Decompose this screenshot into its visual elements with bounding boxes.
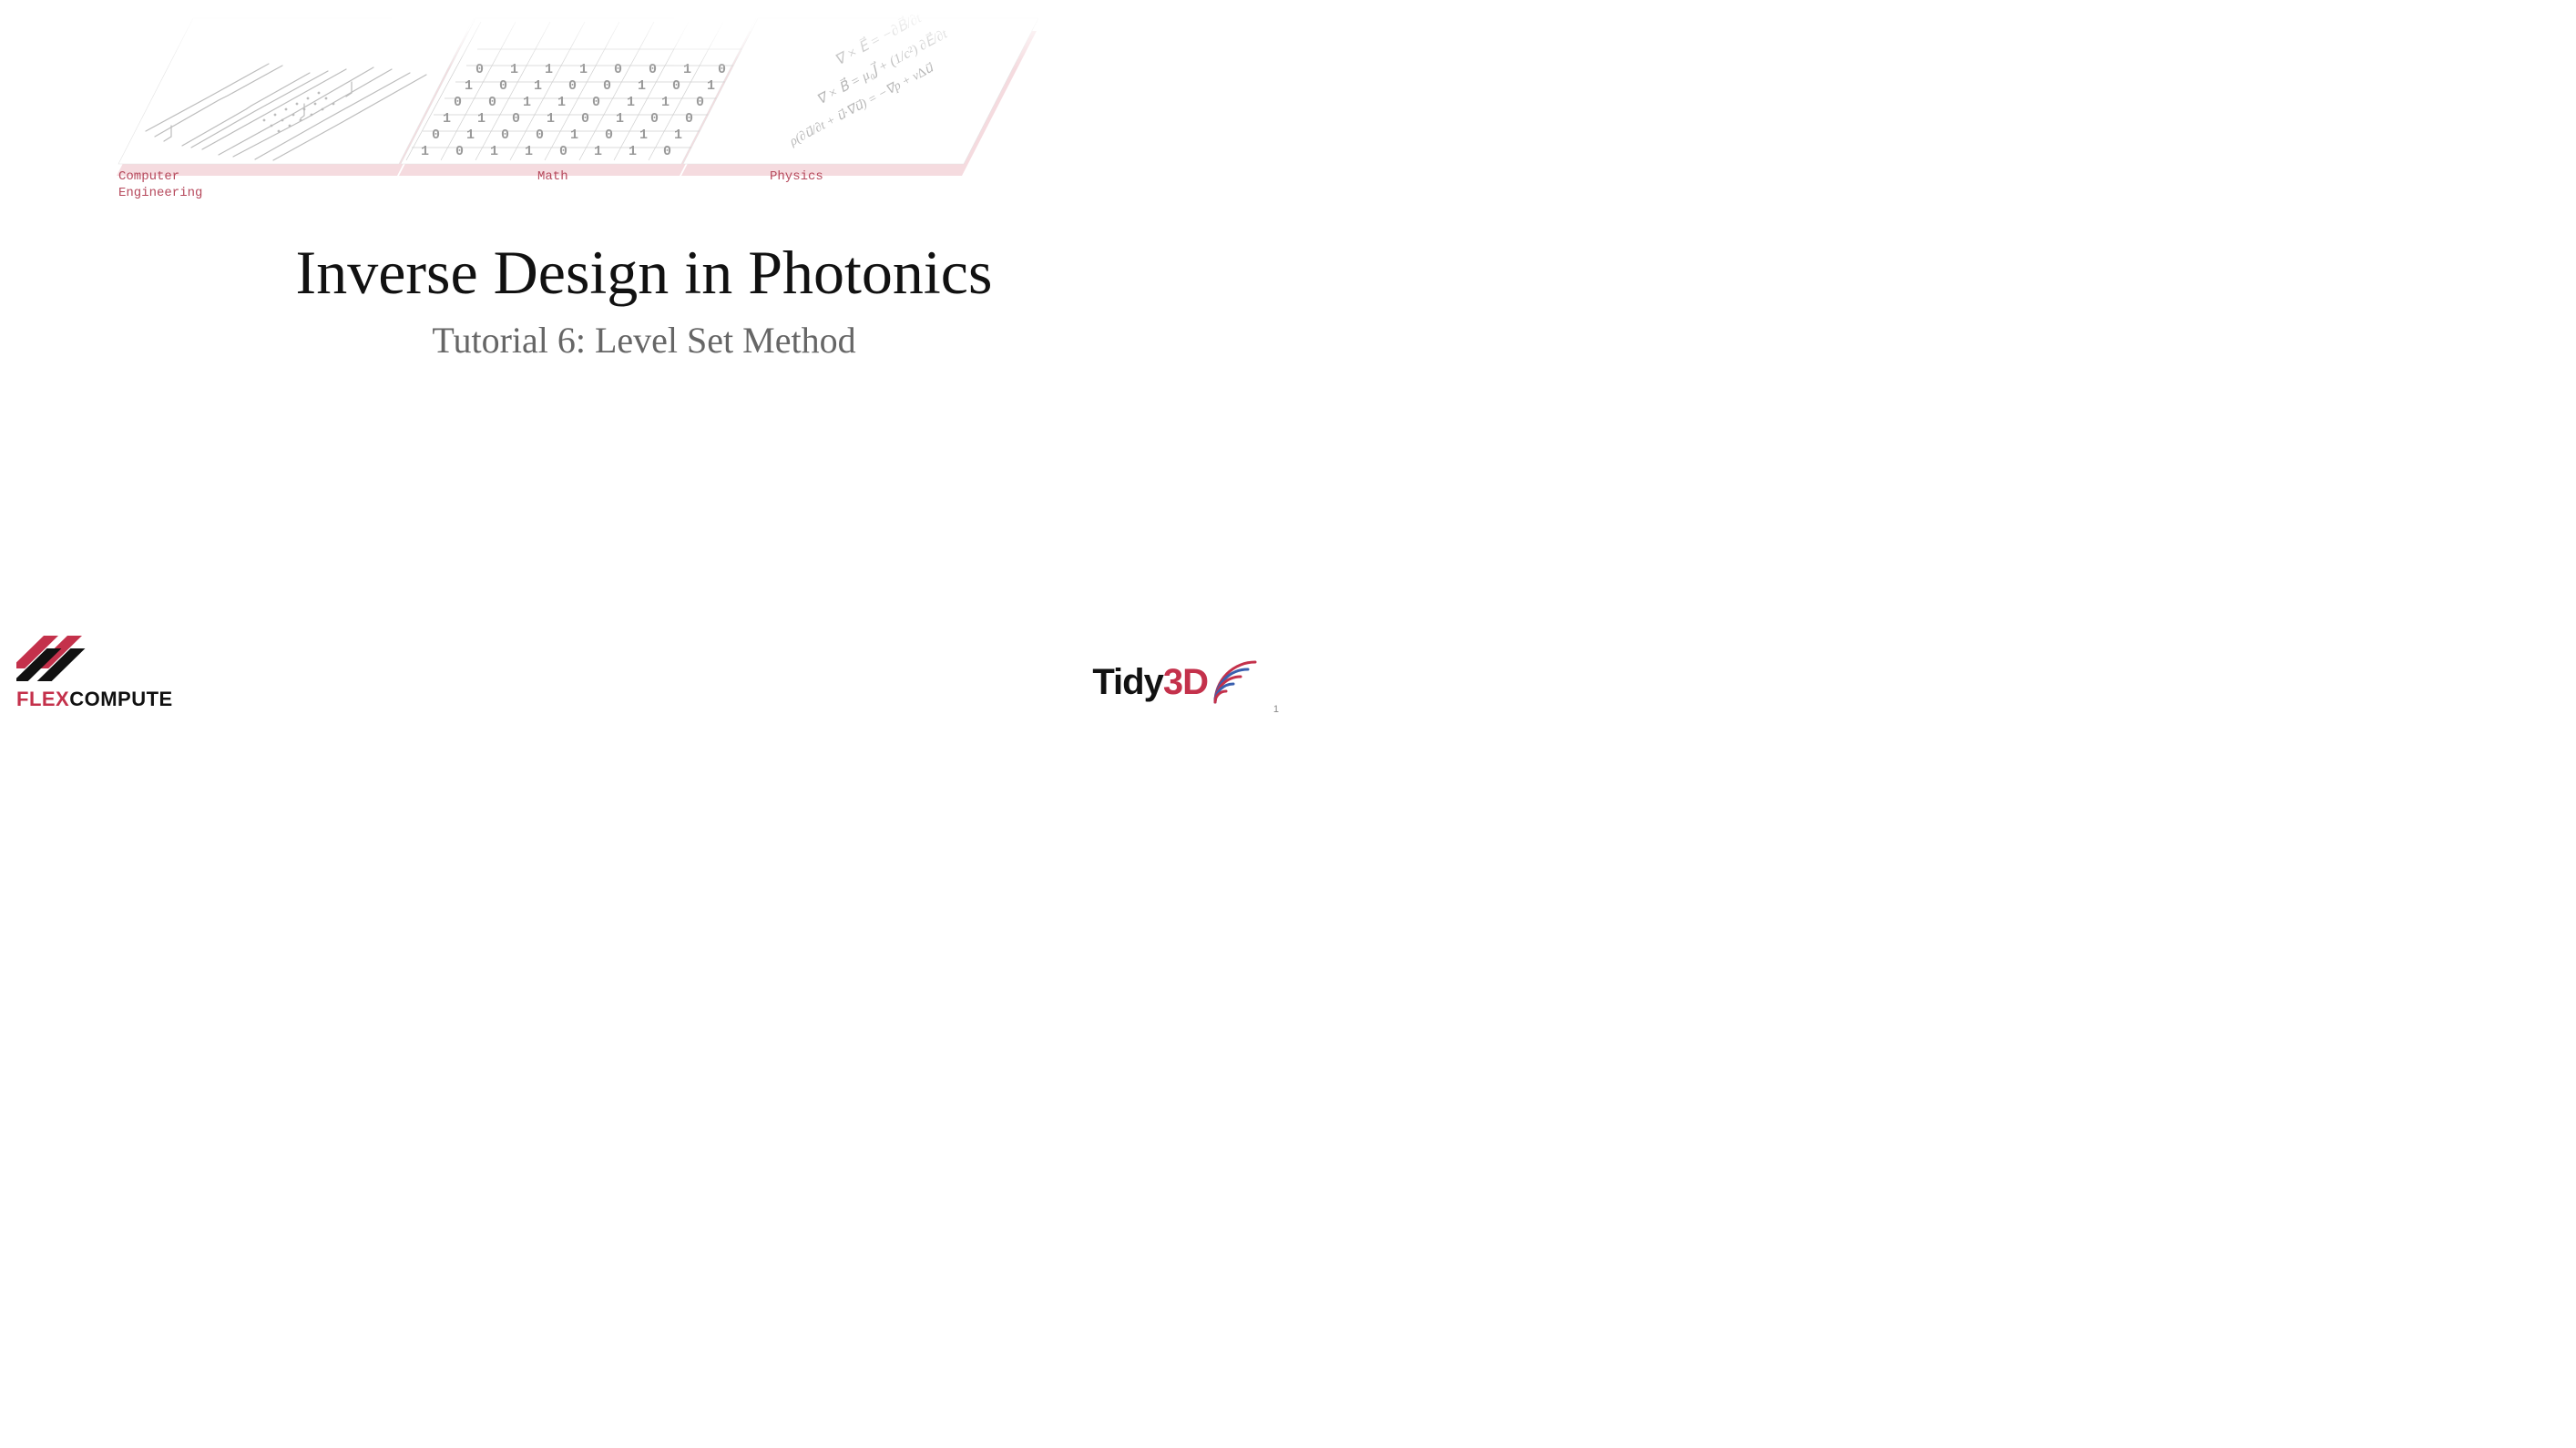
svg-text:1: 1 (683, 62, 691, 77)
svg-text:0: 0 (568, 78, 577, 94)
svg-text:1: 1 (661, 95, 670, 110)
tidy3d-wordmark: Tidy3D (1092, 662, 1208, 703)
svg-text:0: 0 (501, 127, 509, 143)
flexcompute-wordmark: FLEXCOMPUTE (16, 688, 217, 711)
svg-text:0: 0 (685, 111, 693, 127)
svg-text:1: 1 (490, 144, 498, 159)
svg-text:0: 0 (663, 144, 671, 159)
svg-text:∇ × B⃗ = μ₀J⃗ + (1/c²) ∂E⃗/∂t: ∇ × B⃗ = μ₀J⃗ + (1/c²) ∂E⃗/∂t (813, 25, 950, 108)
svg-text:1: 1 (525, 144, 533, 159)
flexcompute-logo: FLEXCOMPUTE (16, 636, 217, 711)
svg-text:1: 1 (579, 62, 588, 77)
svg-text:0: 0 (536, 127, 544, 143)
svg-text:0: 0 (559, 144, 567, 159)
tidy3d-arcs-icon (1210, 657, 1261, 708)
svg-text:ρ(∂u⃗/∂t + u⃗·∇u⃗) = −∇p + ν∆u: ρ(∂u⃗/∂t + u⃗·∇u⃗) = −∇p + ν∆u⃗ (787, 61, 936, 149)
panel-physics: ∇ × E⃗ = −∂B⃗/∂t ∇ × B⃗ = μ₀J⃗ + (1/c²) … (638, 9, 1038, 191)
svg-text:1: 1 (510, 62, 518, 77)
svg-text:0: 0 (696, 95, 704, 110)
svg-text:1: 1 (616, 111, 624, 127)
svg-text:0: 0 (605, 127, 613, 143)
svg-text:0: 0 (649, 62, 657, 77)
svg-text:1: 1 (627, 95, 635, 110)
svg-text:1: 1 (477, 111, 486, 127)
svg-text:1: 1 (639, 127, 648, 143)
svg-text:1: 1 (707, 78, 715, 94)
panel-label-physics: Physics (770, 168, 823, 185)
flexcompute-mark (16, 636, 117, 686)
panel-computer-engineering: Computer Engineering (73, 9, 474, 191)
svg-text:∇ × E⃗ = −∂B⃗/∂t: ∇ × E⃗ = −∂B⃗/∂t (832, 9, 925, 69)
svg-text:1: 1 (557, 95, 566, 110)
svg-text:0: 0 (475, 62, 484, 77)
svg-text:0: 0 (499, 78, 507, 94)
svg-text:1: 1 (465, 78, 473, 94)
svg-text:0: 0 (488, 95, 496, 110)
svg-text:1: 1 (674, 127, 682, 143)
svg-text:1: 1 (421, 144, 429, 159)
svg-text:1: 1 (523, 95, 531, 110)
svg-text:1: 1 (629, 144, 637, 159)
svg-text:1: 1 (594, 144, 602, 159)
svg-text:0: 0 (455, 144, 464, 159)
page-subtitle: Tutorial 6: Level Set Method (0, 319, 1288, 362)
panel-label-math: Math (537, 168, 568, 185)
page-title: Inverse Design in Photonics (0, 237, 1288, 309)
panel-math: 1 0 1 1 0 1 1 0 0 1 0 0 1 0 1 1 1 1 0 1 (355, 9, 756, 191)
panel-label-ce: Computer Engineering (118, 168, 202, 201)
svg-text:0: 0 (454, 95, 462, 110)
page-number: 1 (1273, 704, 1279, 715)
svg-text:1: 1 (443, 111, 451, 127)
tidy3d-logo: Tidy3D (1092, 657, 1261, 708)
svg-text:1: 1 (545, 62, 553, 77)
svg-text:1: 1 (547, 111, 555, 127)
svg-text:1: 1 (638, 78, 646, 94)
svg-text:0: 0 (650, 111, 659, 127)
svg-text:0: 0 (614, 62, 622, 77)
svg-text:0: 0 (581, 111, 589, 127)
svg-text:1: 1 (534, 78, 542, 94)
svg-text:0: 0 (603, 78, 611, 94)
svg-text:0: 0 (672, 78, 680, 94)
svg-text:0: 0 (432, 127, 440, 143)
svg-text:1: 1 (570, 127, 578, 143)
svg-text:0: 0 (512, 111, 520, 127)
hero-illustration: Computer Engineering (73, 9, 1038, 209)
svg-text:0: 0 (592, 95, 600, 110)
svg-text:0: 0 (718, 62, 726, 77)
svg-text:1: 1 (466, 127, 475, 143)
